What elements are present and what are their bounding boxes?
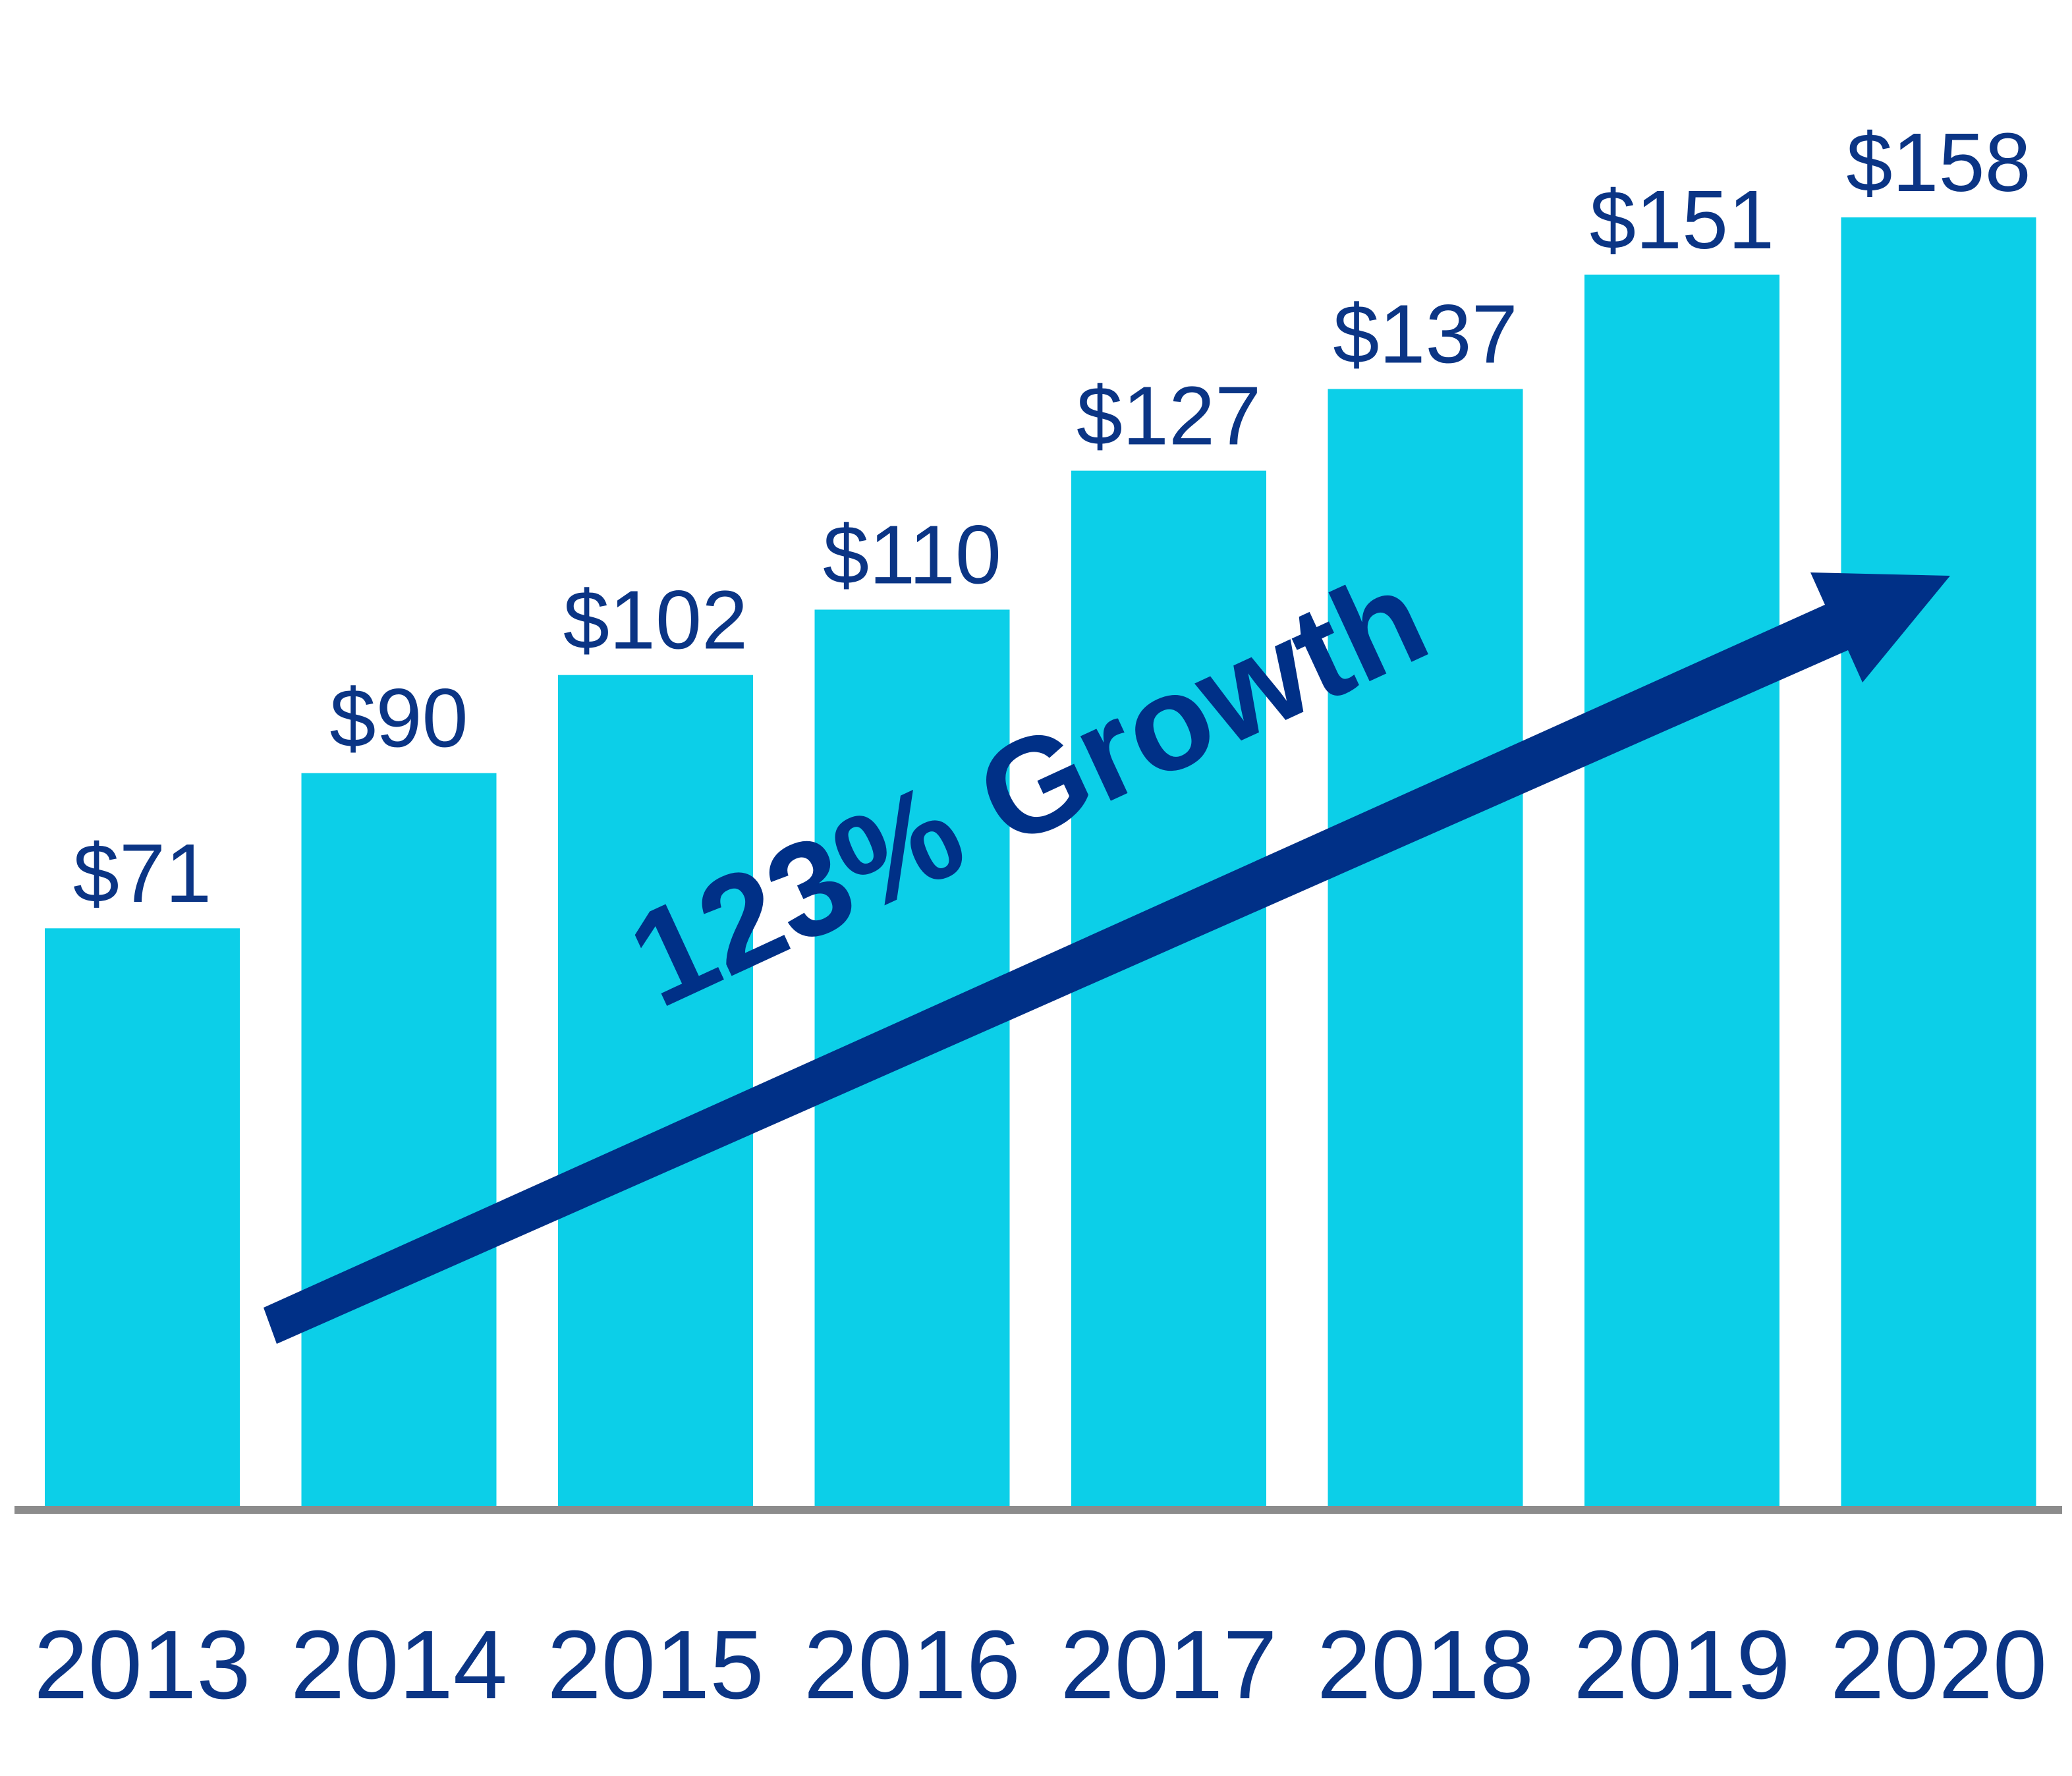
x-tick-label-2016: 2016 — [804, 1611, 1021, 1719]
x-tick-label-2017: 2017 — [1060, 1611, 1277, 1719]
bar-2015 — [558, 675, 753, 1509]
x-tick-label-2019: 2019 — [1573, 1611, 1790, 1719]
x-tick-label-2013: 2013 — [34, 1611, 250, 1719]
value-label-2016: $110 — [823, 508, 1001, 601]
value-label-2017: $127 — [1077, 370, 1261, 462]
value-label-2020: $158 — [1846, 116, 2030, 209]
bar-2019 — [1584, 274, 1779, 1509]
bar-2013 — [45, 928, 240, 1509]
bar-2017 — [1071, 470, 1266, 1509]
x-tick-label-2020: 2020 — [1830, 1611, 2047, 1719]
value-label-2018: $137 — [1333, 288, 1517, 381]
value-label-2019: $151 — [1590, 173, 1774, 266]
value-label-2015: $102 — [563, 574, 748, 667]
growth-arrow — [264, 572, 1950, 1344]
bar-2014 — [301, 773, 497, 1509]
bar-2020 — [1841, 217, 2036, 1509]
value-label-2014: $90 — [329, 672, 468, 765]
bars-layer — [45, 217, 2036, 1509]
x-tick-label-2014: 2014 — [291, 1611, 507, 1719]
x-tick-label-2018: 2018 — [1317, 1611, 1534, 1719]
value-labels-layer: $71 $90 $102 $110 $127 $137 $151 $158 — [73, 116, 2031, 920]
tick-labels-layer: 2013 2014 2015 2016 2017 2018 2019 2020 — [34, 1611, 2047, 1719]
x-tick-label-2015: 2015 — [547, 1611, 764, 1719]
bar-2018 — [1328, 389, 1523, 1509]
value-label-2013: $71 — [73, 827, 211, 920]
